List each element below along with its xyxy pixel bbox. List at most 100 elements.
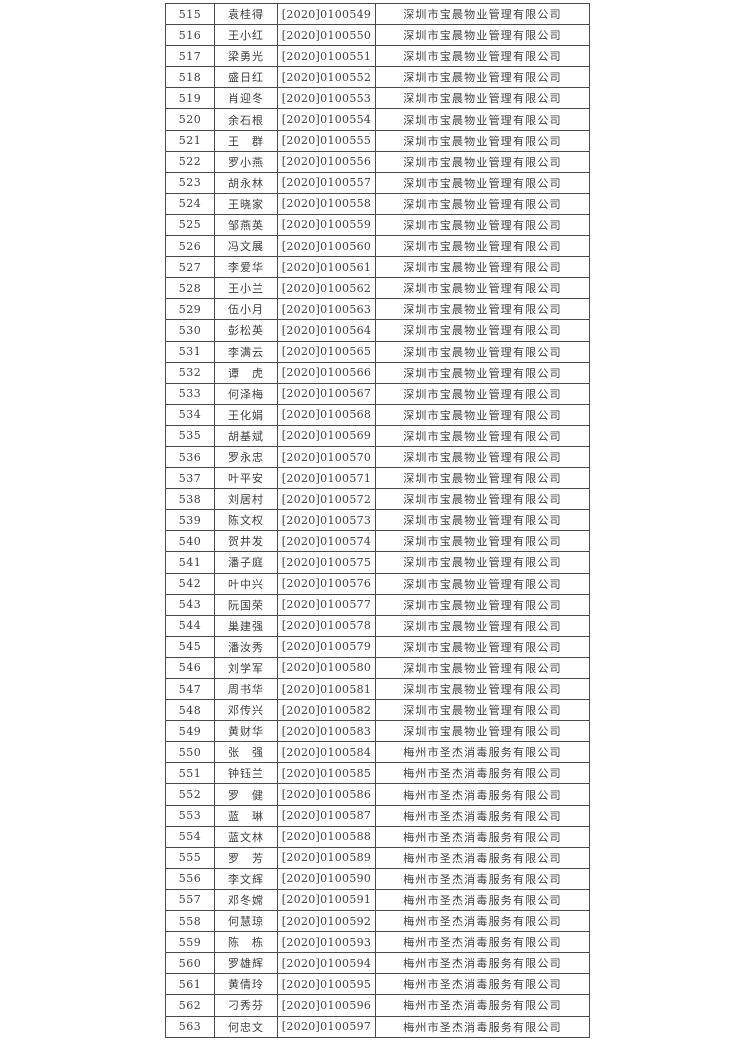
cell-company: 梅州市圣杰消毒服务有限公司 <box>375 994 590 1017</box>
table-row: 519 肖迎冬 [2020]0100553 深圳市宝晨物业管理有限公司 <box>165 87 590 110</box>
cell-company: 深圳市宝晨物业管理有限公司 <box>375 277 590 300</box>
cell-code: [2020]0100581 <box>277 677 376 701</box>
cell-company: 深圳市宝晨物业管理有限公司 <box>375 445 590 469</box>
cell-serial: 529 <box>165 298 215 321</box>
cell-serial: 524 <box>165 192 215 215</box>
cell-code: [2020]0100553 <box>277 87 376 110</box>
cell-company: 深圳市宝晨物业管理有限公司 <box>375 509 590 532</box>
cell-code: [2020]0100585 <box>277 762 376 785</box>
cell-company: 深圳市宝晨物业管理有限公司 <box>375 150 590 173</box>
cell-company: 深圳市宝晨物业管理有限公司 <box>375 192 590 215</box>
cell-serial: 523 <box>165 171 215 194</box>
cell-company: 深圳市宝晨物业管理有限公司 <box>375 319 590 342</box>
cell-company: 深圳市宝晨物业管理有限公司 <box>375 298 590 321</box>
cell-code: [2020]0100565 <box>277 340 376 363</box>
table-row: 554 蓝文林 [2020]0100588 梅州市圣杰消毒服务有限公司 <box>165 825 590 848</box>
cell-company: 深圳市宝晨物业管理有限公司 <box>375 382 590 405</box>
cell-name: 王晓家 <box>214 192 278 215</box>
cell-company: 深圳市宝晨物业管理有限公司 <box>375 66 590 89</box>
cell-serial: 558 <box>165 910 215 933</box>
cell-name: 肖迎冬 <box>214 87 278 110</box>
table-row: 530 彭松英 [2020]0100564 深圳市宝晨物业管理有限公司 <box>165 319 590 342</box>
cell-code: [2020]0100582 <box>277 699 376 722</box>
cell-name: 王小兰 <box>214 277 278 300</box>
cell-company: 梅州市圣杰消毒服务有限公司 <box>375 762 590 785</box>
cell-name: 罗小燕 <box>214 150 278 173</box>
cell-serial: 540 <box>165 530 215 553</box>
cell-company: 深圳市宝晨物业管理有限公司 <box>375 720 590 743</box>
cell-code: [2020]0100583 <box>277 720 376 743</box>
cell-name: 李满云 <box>214 340 278 363</box>
cell-company: 梅州市圣杰消毒服务有限公司 <box>375 973 590 996</box>
cell-code: [2020]0100567 <box>277 382 376 405</box>
cell-company: 梅州市圣杰消毒服务有限公司 <box>375 867 590 890</box>
cell-name: 王化娟 <box>214 403 278 426</box>
cell-name: 周书华 <box>214 677 278 701</box>
cell-company: 深圳市宝晨物业管理有限公司 <box>375 572 590 595</box>
table-row: 547 周书华 [2020]0100581 深圳市宝晨物业管理有限公司 <box>165 677 590 701</box>
cell-company: 深圳市宝晨物业管理有限公司 <box>375 2 590 26</box>
cell-company: 梅州市圣杰消毒服务有限公司 <box>375 931 590 954</box>
cell-code: [2020]0100570 <box>277 445 376 469</box>
cell-serial: 554 <box>165 825 215 848</box>
table-row: 563 何忠文 [2020]0100597 梅州市圣杰消毒服务有限公司 <box>165 1015 590 1038</box>
cell-serial: 519 <box>165 87 215 110</box>
table-row: 550 张 强 [2020]0100584 梅州市圣杰消毒服务有限公司 <box>165 741 590 764</box>
cell-serial: 534 <box>165 403 215 426</box>
cell-company: 深圳市宝晨物业管理有限公司 <box>375 87 590 110</box>
cell-name: 张 强 <box>214 741 278 764</box>
cell-name: 王小红 <box>214 24 278 47</box>
table-row: 515 袁桂得 [2020]0100549 深圳市宝晨物业管理有限公司 <box>165 2 590 26</box>
cell-company: 梅州市圣杰消毒服务有限公司 <box>375 910 590 933</box>
cell-code: [2020]0100595 <box>277 973 376 996</box>
cell-serial: 531 <box>165 340 215 363</box>
cell-company: 深圳市宝晨物业管理有限公司 <box>375 614 590 637</box>
cell-serial: 537 <box>165 467 215 490</box>
cell-code: [2020]0100568 <box>277 403 376 426</box>
cell-name: 叶中兴 <box>214 572 278 595</box>
table-row: 534 王化娟 [2020]0100568 深圳市宝晨物业管理有限公司 <box>165 403 590 426</box>
cell-company: 梅州市圣杰消毒服务有限公司 <box>375 783 590 806</box>
table-row: 558 何慧琼 [2020]0100592 梅州市圣杰消毒服务有限公司 <box>165 910 590 933</box>
cell-serial: 533 <box>165 382 215 405</box>
cell-serial: 528 <box>165 277 215 300</box>
cell-company: 深圳市宝晨物业管理有限公司 <box>375 635 590 658</box>
cell-name: 袁桂得 <box>214 2 278 26</box>
cell-code: [2020]0100577 <box>277 593 376 616</box>
cell-company: 深圳市宝晨物业管理有限公司 <box>375 24 590 47</box>
cell-name: 罗 芳 <box>214 846 278 869</box>
cell-code: [2020]0100579 <box>277 635 376 658</box>
cell-serial: 563 <box>165 1015 215 1038</box>
table-row: 539 陈文权 [2020]0100573 深圳市宝晨物业管理有限公司 <box>165 509 590 532</box>
cell-code: [2020]0100566 <box>277 361 376 384</box>
cell-serial: 549 <box>165 720 215 743</box>
cell-company: 梅州市圣杰消毒服务有限公司 <box>375 846 590 869</box>
table-row: 551 钟钰兰 [2020]0100585 梅州市圣杰消毒服务有限公司 <box>165 762 590 785</box>
cell-code: [2020]0100555 <box>277 129 376 152</box>
cell-code: [2020]0100559 <box>277 213 376 237</box>
cell-serial: 547 <box>165 677 215 701</box>
cell-name: 胡永林 <box>214 171 278 194</box>
cell-code: [2020]0100558 <box>277 192 376 215</box>
cell-serial: 562 <box>165 994 215 1017</box>
cell-code: [2020]0100560 <box>277 235 376 258</box>
cell-serial: 560 <box>165 952 215 975</box>
cell-name: 谭 虎 <box>214 361 278 384</box>
cell-code: [2020]0100594 <box>277 952 376 975</box>
cell-name: 陈文权 <box>214 509 278 532</box>
cell-company: 深圳市宝晨物业管理有限公司 <box>375 699 590 722</box>
table-row: 546 刘学军 [2020]0100580 深圳市宝晨物业管理有限公司 <box>165 656 590 680</box>
cell-company: 深圳市宝晨物业管理有限公司 <box>375 129 590 152</box>
cell-serial: 527 <box>165 256 215 279</box>
cell-serial: 551 <box>165 762 215 785</box>
cell-code: [2020]0100569 <box>277 424 376 447</box>
cell-name: 刁秀芬 <box>214 994 278 1017</box>
table-row: 543 阮国荣 [2020]0100577 深圳市宝晨物业管理有限公司 <box>165 593 590 616</box>
cell-name: 李文辉 <box>214 867 278 890</box>
cell-name: 余石根 <box>214 108 278 131</box>
cell-code: [2020]0100590 <box>277 867 376 890</box>
cell-name: 邓冬嫦 <box>214 888 278 912</box>
cell-serial: 517 <box>165 45 215 68</box>
table-row: 516 王小红 [2020]0100550 深圳市宝晨物业管理有限公司 <box>165 24 590 47</box>
